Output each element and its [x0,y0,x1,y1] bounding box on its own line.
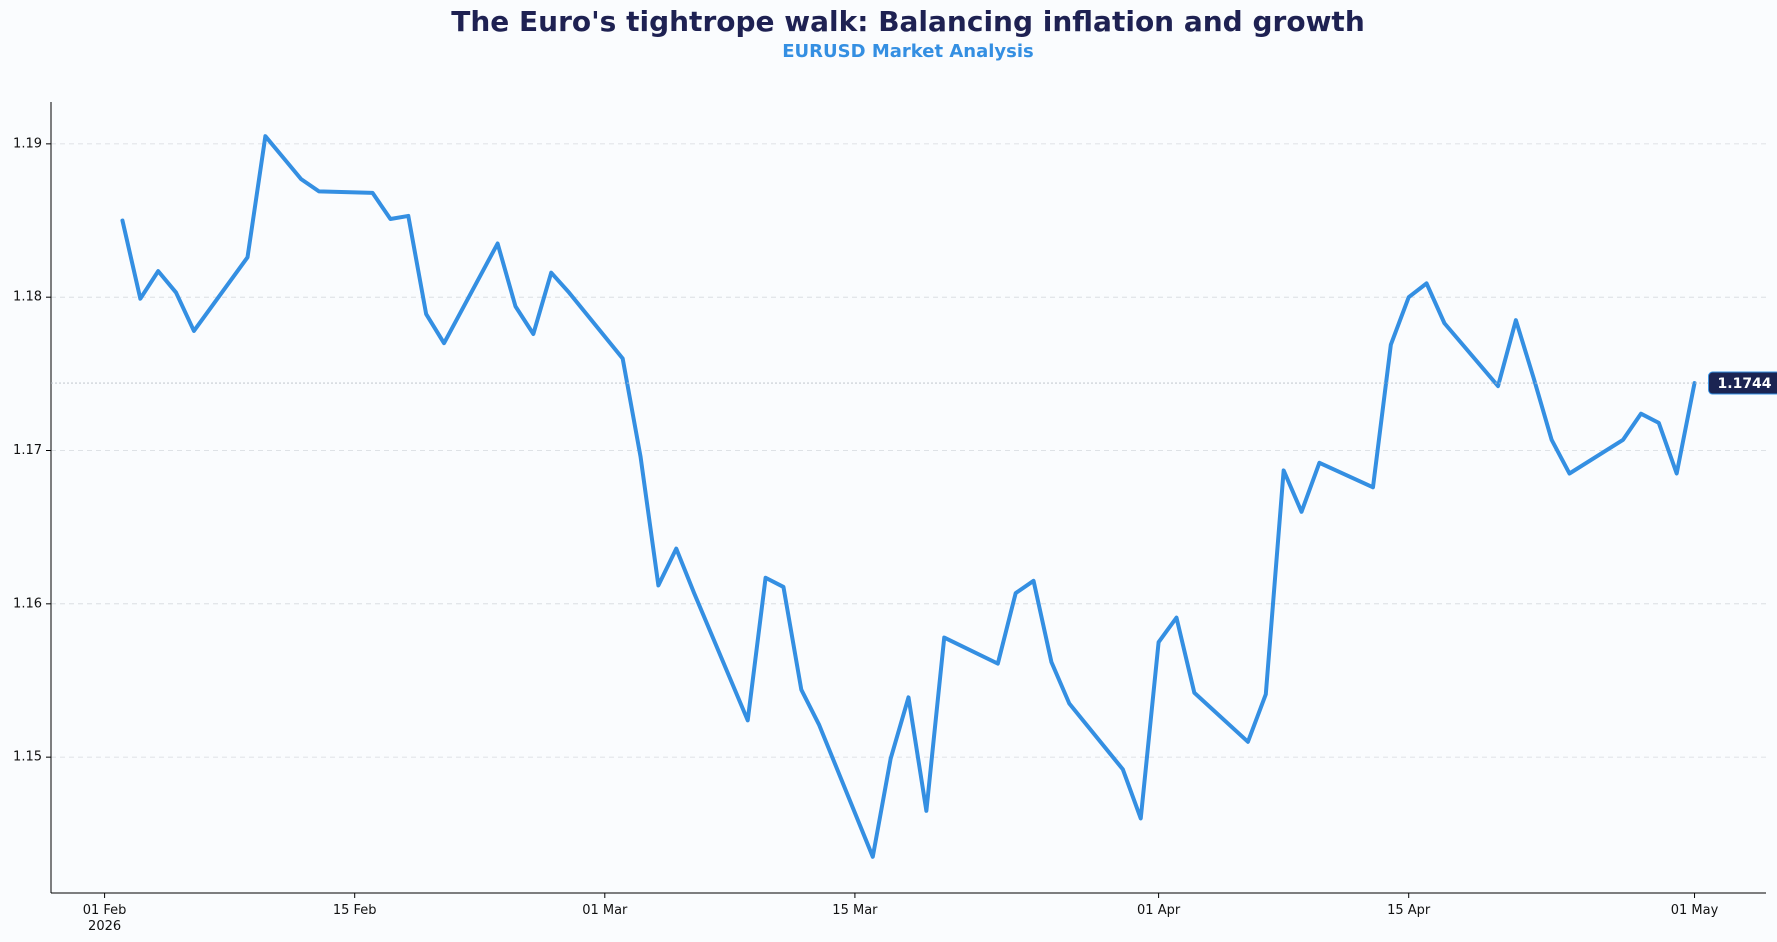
y-tick-label: 1.17 [13,443,42,458]
last-price-badge [1708,371,1777,395]
x-tick-label: 15 Apr [1387,903,1431,918]
x-tick-label: 01 Feb 2026 [83,903,127,934]
last-price-label: 1.1744 [1718,376,1772,392]
y-tick-label: 1.16 [13,596,42,611]
x-tick-label: 01 Apr [1137,903,1181,918]
y-tick-label: 1.19 [13,136,42,151]
x-tick-label: 01 May [1671,903,1719,918]
x-tick-label: 01 Mar [582,903,628,918]
y-tick-label: 1.18 [13,290,42,305]
x-tick-label: 15 Feb [333,903,377,918]
price-line [120,134,1697,859]
chart-subtitle: EURUSD Market Analysis [782,41,1033,62]
y-tick-label: 1.15 [13,750,42,765]
chart-title: The Euro's tightrope walk: Balancing inf… [451,5,1365,38]
x-tick-label: 15 Mar [832,903,878,918]
